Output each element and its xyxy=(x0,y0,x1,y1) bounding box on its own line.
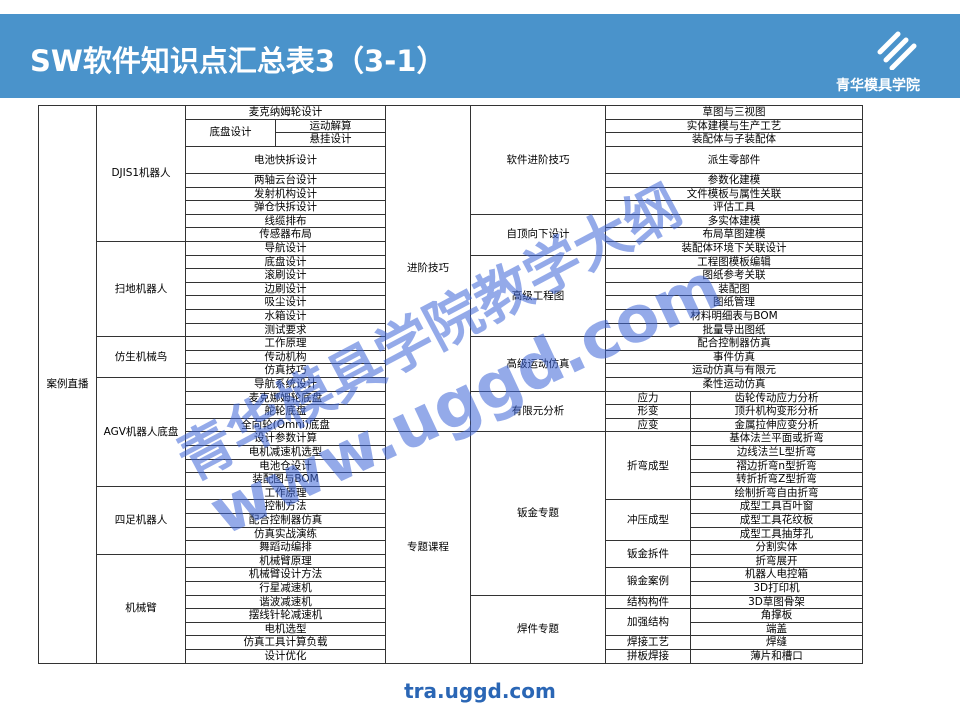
table-cell: 线缆排布 xyxy=(185,213,386,229)
table-cell: 仿生机械鸟 xyxy=(96,336,186,378)
table-cell: 焊接工艺 xyxy=(605,635,691,650)
table-cell: 自顶向下设计 xyxy=(470,213,606,256)
table-cell: 3D打印机 xyxy=(690,581,863,596)
table-cell: 折弯成型 xyxy=(605,431,691,501)
table-cell: 应变 xyxy=(605,417,691,433)
table-cell: 运动仿真与有限元 xyxy=(605,363,863,378)
table-cell: 冲压成型 xyxy=(605,499,691,542)
table-cell: 导航设计 xyxy=(185,241,386,256)
table-cell: 仿真工具计算负载 xyxy=(185,635,386,650)
logo-icon xyxy=(877,31,917,70)
table-cell: 机械臂设计方法 xyxy=(185,567,386,582)
table-cell: 仿真实战演练 xyxy=(185,526,386,542)
table-cell: 成型工具百叶窗 xyxy=(690,499,863,514)
table-cell: 摆线针轮减速机 xyxy=(185,608,386,623)
table-cell: 角撑板 xyxy=(690,608,863,623)
table-cell: 焊件专题 xyxy=(470,594,606,664)
table-cell: 机械臂原理 xyxy=(185,553,386,569)
table-cell: 柔性运动仿真 xyxy=(605,377,863,392)
table-cell: 转折折弯Z型折弯 xyxy=(690,472,863,487)
table-cell: 案例直播 xyxy=(38,105,97,664)
table-cell: 四足机器人 xyxy=(96,485,186,555)
table-cell: 形变 xyxy=(605,404,691,419)
table-cell: 边线法兰L型折弯 xyxy=(690,445,863,460)
table-cell: 基体法兰平面或折弯 xyxy=(690,431,863,446)
table-cell: DJIS1机器人 xyxy=(96,105,186,242)
table-cell: 钣金拆件 xyxy=(605,540,691,569)
table-cell: 底盘设计 xyxy=(185,118,276,147)
table-cell: 吸尘设计 xyxy=(185,295,386,310)
table-cell: AGV机器人底盘 xyxy=(96,377,186,487)
table-cell: 派生零部件 xyxy=(605,145,863,174)
table-cell: 绘制折弯自由折弯 xyxy=(690,485,863,501)
table-cell: 折弯展开 xyxy=(690,553,863,569)
table-cell: 机械臂 xyxy=(96,553,186,664)
table-cell: 电池快拆设计 xyxy=(185,145,386,174)
table-cell: 弹仓快拆设计 xyxy=(185,200,386,215)
table-cell: 钣金专题 xyxy=(470,431,606,596)
table-cell: 高级运动仿真 xyxy=(470,336,606,392)
header-bar xyxy=(0,14,960,98)
table-cell: 两轴云台设计 xyxy=(185,173,386,188)
table-cell: 拼板焊接 xyxy=(605,649,691,664)
table-cell: 锻金案例 xyxy=(605,567,691,596)
table-cell: 进阶技巧 xyxy=(385,105,471,433)
table-cell: 成型工具抽芽孔 xyxy=(690,526,863,542)
table-cell: 底盘设计 xyxy=(185,254,386,270)
table-cell: 金属拉伸应变分析 xyxy=(690,417,863,433)
table-cell: 3D草图骨架 xyxy=(690,594,863,610)
table-cell: 草图与三视图 xyxy=(605,105,863,120)
table-cell: 焊缝 xyxy=(690,635,863,650)
table-cell: 运动解算 xyxy=(275,118,386,134)
table-cell: 端盖 xyxy=(690,621,863,637)
table-cell: 麦克纳姆轮设计 xyxy=(185,105,386,120)
table-cell: 加强结构 xyxy=(605,608,691,637)
table-cell: 分割实体 xyxy=(690,540,863,555)
table-cell: 发射机构设计 xyxy=(185,186,386,202)
table-cell: 边刷设计 xyxy=(185,281,386,297)
table-cell: 齿轮传动应力分析 xyxy=(690,390,863,406)
table-cell: 专题课程 xyxy=(385,431,471,664)
table-cell: 传感器布局 xyxy=(185,227,386,242)
table-cell: 应力 xyxy=(605,390,691,406)
table-cell: 装配体与子装配体 xyxy=(605,132,863,147)
table-cell: 机器人电控箱 xyxy=(690,567,863,582)
table-cell: 成型工具花纹板 xyxy=(690,513,863,528)
table-cell: 滚刷设计 xyxy=(185,268,386,283)
table-cell: 顶升机构变形分析 xyxy=(690,404,863,419)
title: SW软件知识点汇总表3（3-1） xyxy=(30,44,446,78)
table-cell: 谐波减速机 xyxy=(185,594,386,610)
table-cell: 褶边折弯n型折弯 xyxy=(690,458,863,474)
table-cell: 舞蹈动编排 xyxy=(185,540,386,555)
table-cell: 薄片和槽口 xyxy=(690,649,863,664)
logo-text: 青华模具学院 xyxy=(836,78,920,94)
table-cell: 扫地机器人 xyxy=(96,241,186,338)
table-cell: 行星减速机 xyxy=(185,581,386,596)
footer-link: tra.uggd.com xyxy=(404,679,556,703)
table-cell: 实体建模与生产工艺 xyxy=(605,118,863,134)
table-cell: 悬挂设计 xyxy=(275,132,386,147)
table-cell: 设计优化 xyxy=(185,649,386,664)
table-cell: 电机选型 xyxy=(185,621,386,637)
table-cell: 结构构件 xyxy=(605,594,691,610)
table-cell: 高级工程图 xyxy=(470,254,606,338)
